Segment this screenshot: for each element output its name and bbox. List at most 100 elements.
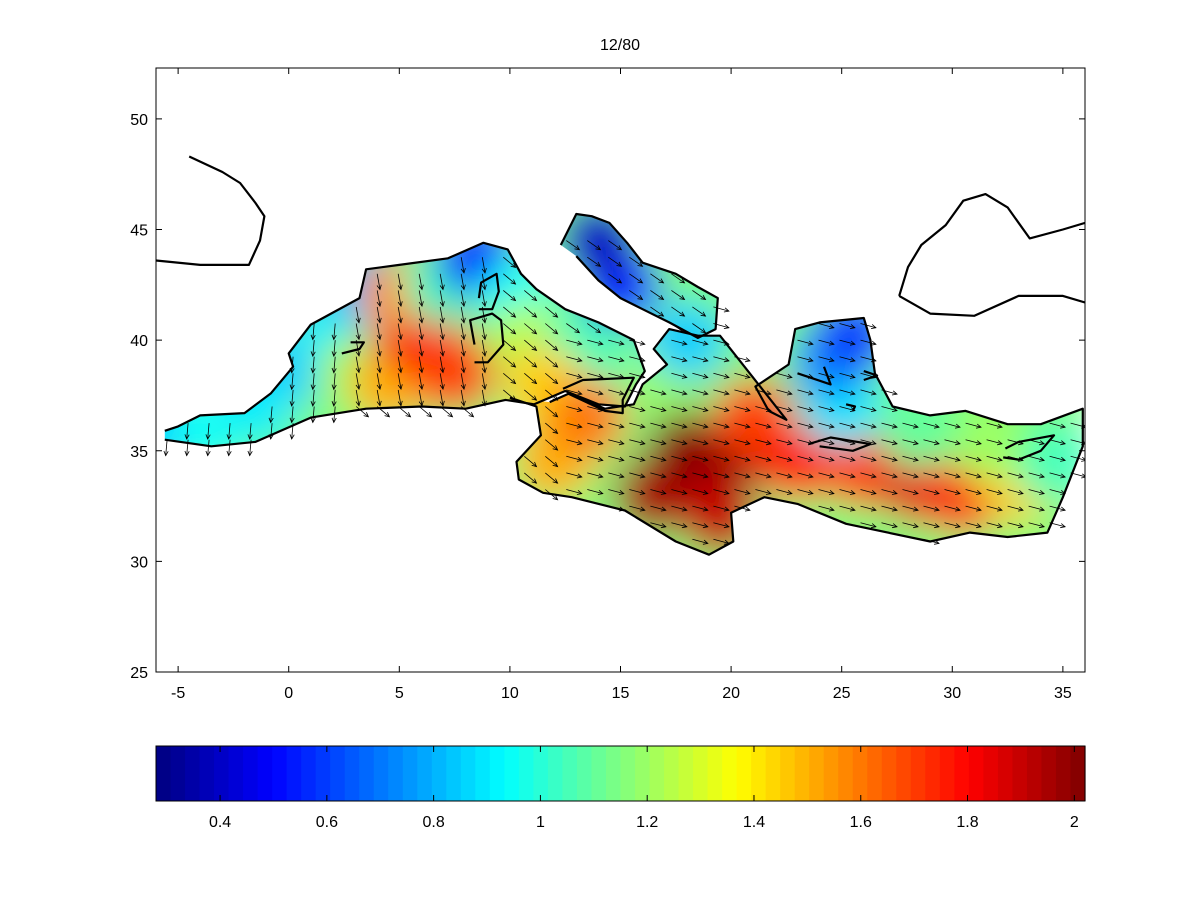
wind-arrow: [944, 422, 961, 429]
wind-arrow: [650, 522, 667, 529]
wind-arrow: [418, 373, 424, 391]
wind-arrow: [226, 439, 232, 457]
wind-arrow: [944, 439, 961, 446]
wind-arrow: [503, 356, 517, 368]
colorbar-swatch: [591, 746, 607, 801]
coastline-segment: [1003, 434, 1056, 461]
colorbar-swatch: [460, 746, 476, 801]
wind-arrow: [587, 472, 604, 479]
colorbar-swatch: [765, 746, 781, 801]
wind-arrow: [839, 472, 856, 479]
wind-arrow: [776, 439, 793, 446]
colorbar-swatch: [301, 746, 317, 801]
wind-vectors: [163, 240, 1085, 545]
colorbar-swatch: [693, 746, 709, 801]
wind-arrow: [755, 455, 772, 462]
colorbar-swatch: [881, 746, 897, 801]
coastline-segment: [845, 403, 857, 412]
wind-arrow: [944, 472, 961, 479]
wind-arrow: [860, 422, 877, 429]
colorbar-swatch: [402, 746, 418, 801]
colorbar-swatch: [518, 746, 535, 801]
wind-arrow: [545, 339, 559, 351]
wind-arrow: [418, 356, 424, 374]
wind-arrow: [713, 472, 730, 479]
wind-arrow: [460, 389, 466, 407]
wind-arrow: [587, 339, 604, 346]
colorbar-swatch: [431, 746, 447, 801]
colorbar-swatch: [156, 746, 172, 801]
wind-arrow: [460, 340, 466, 357]
colorbar-strip: [156, 746, 1086, 801]
wind-arrow: [545, 306, 559, 318]
wind-arrow: [860, 455, 877, 462]
wind-arrow: [734, 422, 751, 429]
coastline-segment: [808, 436, 872, 452]
wind-arrow: [566, 489, 583, 495]
wind-arrow: [797, 472, 814, 479]
wind-arrow: [397, 373, 403, 391]
wind-arrow: [986, 422, 1003, 429]
wind-arrow: [839, 505, 856, 512]
wind-arrow: [503, 256, 517, 268]
wind-arrow: [1007, 472, 1024, 479]
colorbar-swatch: [344, 746, 360, 801]
colorbar-swatch: [315, 746, 331, 801]
colorbar-swatch: [533, 746, 549, 801]
wind-arrow: [650, 290, 665, 301]
wind-arrow: [524, 323, 538, 335]
wind-arrow: [986, 522, 1003, 529]
wind-arrow: [881, 422, 898, 429]
wind-arrow: [566, 389, 583, 396]
colorbar-swatch: [562, 746, 578, 801]
wind-arrow: [205, 423, 211, 440]
wind-arrow: [671, 422, 688, 429]
wind-arrow: [797, 356, 814, 363]
wind-arrow: [460, 290, 466, 307]
wind-arrow: [355, 373, 361, 391]
wind-arrow: [608, 256, 623, 267]
colorbar: 0.4 0.6 0.8 1 1.2 1.4 1.6 1.8 2: [155, 745, 1086, 831]
wind-arrow: [460, 306, 466, 324]
wind-arrow: [671, 505, 688, 512]
wind-arrow: [545, 472, 559, 484]
wind-arrow: [692, 538, 709, 545]
wind-arrow: [439, 323, 445, 341]
wind-arrow: [860, 406, 877, 412]
wind-arrow: [226, 423, 232, 440]
wind-arrow: [418, 323, 424, 341]
wind-arrow: [587, 489, 604, 495]
wind-arrow: [692, 356, 709, 363]
wind-arrow: [397, 306, 403, 324]
wind-arrow: [650, 389, 667, 396]
wind-arrow: [986, 489, 1003, 495]
colorbar-swatch: [272, 746, 288, 801]
wind-arrow: [566, 422, 583, 429]
coastline-segment: [469, 312, 505, 364]
colorbar-tick-label: 0.8: [423, 814, 445, 831]
wind-arrow: [545, 323, 559, 335]
colorbar-swatch: [1026, 746, 1043, 801]
wind-arrow: [839, 356, 856, 363]
wind-arrow: [608, 422, 625, 429]
wind-arrow: [650, 273, 665, 284]
colorbar-swatch: [1012, 746, 1028, 801]
wind-arrow: [713, 356, 730, 363]
wind-arrow: [692, 389, 709, 396]
wind-arrow: [397, 290, 403, 308]
wind-arrow: [629, 472, 646, 479]
wind-arrow: [310, 356, 316, 374]
wind-arrow: [376, 306, 382, 324]
y-tick-label: 30: [130, 554, 148, 571]
wind-arrow: [776, 472, 793, 479]
wind-arrow: [376, 273, 382, 291]
wind-arrow: [734, 389, 751, 396]
wind-arrow: [545, 422, 559, 434]
wind-arrow: [776, 455, 793, 462]
wind-arrow: [629, 339, 646, 346]
wind-arrow: [650, 472, 667, 479]
wind-arrow: [965, 472, 982, 479]
wind-arrow: [503, 290, 517, 302]
wind-arrow: [650, 422, 667, 429]
